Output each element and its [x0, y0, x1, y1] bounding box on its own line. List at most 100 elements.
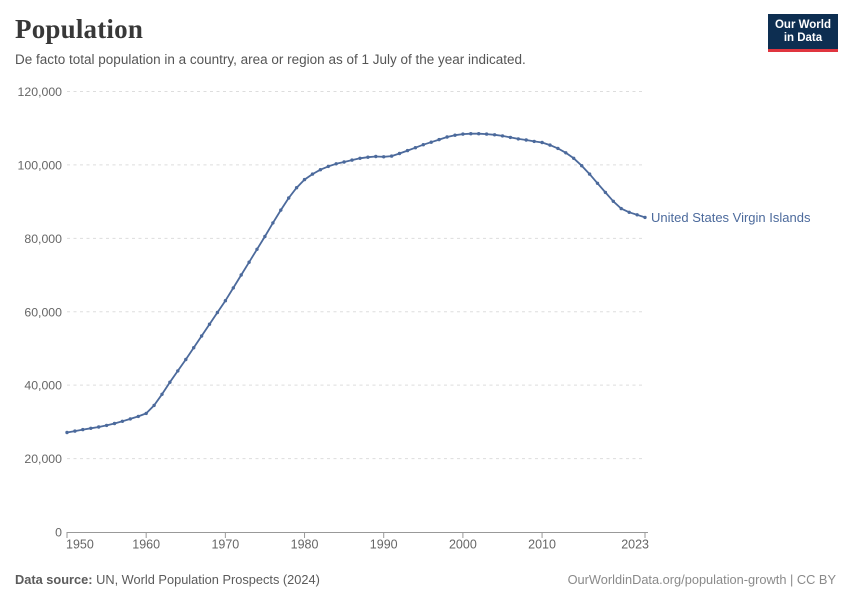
x-tick-label: 1970: [211, 538, 239, 552]
data-point[interactable]: [263, 234, 267, 239]
data-source-value: UN, World Population Prospects (2024): [92, 572, 320, 587]
data-point[interactable]: [603, 190, 608, 195]
data-point[interactable]: [587, 172, 592, 176]
data-point[interactable]: [255, 247, 259, 251]
data-point[interactable]: [279, 208, 283, 212]
data-point[interactable]: [572, 156, 576, 160]
y-tick-label: 100,000: [18, 158, 63, 172]
data-point[interactable]: [302, 177, 307, 182]
data-point[interactable]: [184, 357, 188, 362]
data-point[interactable]: [611, 199, 615, 203]
data-point[interactable]: [556, 146, 560, 151]
data-point[interactable]: [81, 427, 85, 432]
gridlines: [67, 91, 643, 460]
y-tick-label: 60,000: [24, 305, 62, 319]
data-point[interactable]: [176, 369, 180, 373]
data-point[interactable]: [453, 133, 457, 137]
data-point[interactable]: [619, 206, 623, 211]
data-point[interactable]: [334, 162, 338, 166]
data-point[interactable]: [405, 148, 410, 153]
data-point[interactable]: [223, 299, 228, 303]
data-point[interactable]: [104, 423, 109, 428]
data-point[interactable]: [247, 260, 251, 264]
data-series[interactable]: [65, 132, 647, 435]
data-point[interactable]: [215, 310, 220, 315]
data-point[interactable]: [73, 429, 77, 433]
data-point[interactable]: [477, 132, 481, 136]
series-line[interactable]: [66, 132, 646, 434]
data-point[interactable]: [635, 213, 639, 217]
data-point[interactable]: [532, 139, 536, 144]
data-point[interactable]: [136, 414, 140, 419]
data-point[interactable]: [366, 155, 370, 159]
data-point[interactable]: [382, 155, 386, 159]
data-point[interactable]: [89, 426, 93, 430]
data-point[interactable]: [160, 392, 164, 396]
data-point[interactable]: [152, 403, 156, 408]
data-point[interactable]: [192, 346, 196, 350]
y-tick-label: 80,000: [24, 232, 62, 246]
x-tick-label: 1950: [66, 538, 94, 552]
data-point[interactable]: [342, 160, 346, 164]
data-source-label: Data source:: [15, 572, 93, 587]
data-point[interactable]: [429, 140, 433, 144]
data-point[interactable]: [358, 156, 362, 160]
x-tick-label: 2010: [528, 538, 556, 552]
license-link[interactable]: OurWorldinData.org/population-growth | C…: [567, 572, 836, 587]
data-point[interactable]: [350, 158, 354, 162]
data-point[interactable]: [97, 425, 101, 429]
data-point[interactable]: [318, 168, 323, 172]
data-point[interactable]: [231, 286, 235, 290]
data-point[interactable]: [643, 215, 647, 220]
data-source: Data source: UN, World Population Prospe…: [15, 572, 320, 587]
data-point[interactable]: [461, 132, 465, 136]
data-point[interactable]: [421, 143, 425, 147]
chart-subtitle: De facto total population in a country, …: [15, 52, 526, 67]
y-tick-label: 0: [55, 526, 62, 540]
data-point[interactable]: [120, 419, 125, 423]
data-point[interactable]: [469, 132, 473, 136]
data-point[interactable]: [239, 273, 243, 277]
data-point[interactable]: [112, 421, 117, 426]
data-point[interactable]: [207, 322, 212, 326]
page-title: Population: [15, 14, 144, 44]
data-point[interactable]: [548, 143, 552, 147]
data-point[interactable]: [516, 137, 520, 141]
data-point[interactable]: [271, 221, 275, 225]
data-point[interactable]: [484, 132, 489, 136]
data-point[interactable]: [374, 154, 378, 159]
data-point[interactable]: [595, 181, 600, 185]
data-point[interactable]: [128, 417, 132, 421]
data-point[interactable]: [492, 133, 497, 137]
data-point[interactable]: [65, 430, 69, 435]
x-tick-label: 1990: [370, 538, 398, 552]
data-point[interactable]: [564, 151, 568, 155]
data-point[interactable]: [168, 380, 172, 384]
owid-logo[interactable]: Our World in Data: [767, 14, 838, 52]
data-point[interactable]: [580, 164, 584, 168]
x-tick-label: 1980: [291, 538, 319, 552]
data-point[interactable]: [287, 196, 291, 200]
data-point[interactable]: [524, 138, 528, 142]
y-tick-label: 20,000: [24, 452, 62, 466]
data-point[interactable]: [437, 137, 441, 142]
data-point[interactable]: [144, 411, 148, 416]
data-point[interactable]: [389, 154, 394, 158]
series-label[interactable]: United States Virgin Islands: [651, 210, 811, 225]
data-point[interactable]: [326, 164, 330, 169]
data-point[interactable]: [627, 210, 631, 214]
data-point[interactable]: [540, 140, 544, 145]
chart-header: Population De facto total population in …: [0, 0, 850, 67]
data-point[interactable]: [500, 134, 505, 138]
data-point[interactable]: [397, 151, 402, 156]
data-point[interactable]: [199, 334, 204, 338]
data-point[interactable]: [413, 146, 418, 150]
data-point[interactable]: [294, 186, 299, 190]
data-point[interactable]: [310, 172, 315, 176]
x-tick-label: 2000: [449, 538, 477, 552]
data-point[interactable]: [445, 135, 449, 139]
x-tick-label: 1960: [132, 538, 160, 552]
data-point[interactable]: [508, 135, 513, 140]
